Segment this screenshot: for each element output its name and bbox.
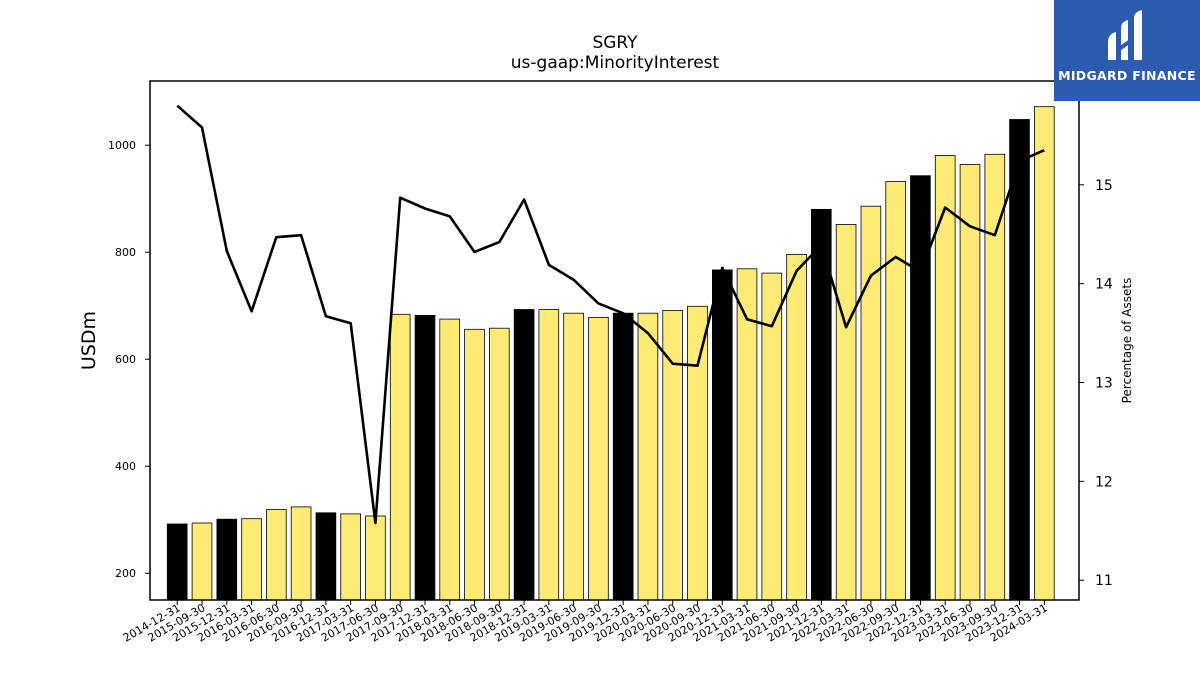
percentage-line [176, 104, 1045, 525]
bar [761, 272, 783, 601]
bar [513, 309, 535, 601]
y-tick-label: 600 [115, 353, 136, 366]
y-tick-label: 800 [115, 246, 136, 259]
bar [786, 253, 807, 601]
chart-title: SGRY [592, 33, 638, 53]
y-axis-label: USDm [78, 311, 100, 370]
y2-tick-label: 13 [1095, 376, 1113, 392]
bar [637, 312, 659, 601]
bar [464, 328, 485, 601]
bar [439, 318, 460, 601]
bar [588, 317, 609, 601]
bar [687, 305, 708, 601]
bar [216, 518, 238, 601]
bar [414, 314, 436, 601]
bar [712, 269, 733, 601]
bar [910, 175, 931, 601]
bar [389, 313, 411, 601]
bar [563, 312, 584, 601]
logo-icon [1108, 10, 1142, 60]
bar [885, 181, 906, 601]
y2-tick-label: 12 [1095, 474, 1113, 490]
midgard-finance-logo: MIDGARD FINANCE [1054, 0, 1200, 101]
bar [315, 512, 337, 601]
bar [241, 518, 262, 601]
bar [290, 506, 312, 601]
bar [1034, 106, 1055, 601]
y2-tick-label: 14 [1095, 277, 1113, 293]
bar [340, 513, 361, 601]
bar [191, 522, 213, 601]
bar [1009, 119, 1030, 601]
bar [835, 223, 857, 601]
y2-axis-label: Percentage of Assets [1120, 278, 1134, 404]
bar [488, 327, 510, 601]
bar [538, 309, 560, 601]
chart-subtitle: us-gaap:MinorityInterest [510, 53, 720, 73]
bar [612, 312, 634, 601]
bar [365, 515, 386, 601]
bar [984, 153, 1006, 601]
y-tick-label: 400 [115, 460, 136, 473]
bar [265, 509, 287, 601]
y2-tick-label: 15 [1095, 178, 1113, 194]
bar [860, 205, 882, 601]
y2-tick-label: 11 [1095, 573, 1113, 589]
bar [166, 523, 188, 601]
logo-text: MIDGARD FINANCE [1058, 68, 1196, 83]
plot-frame [149, 80, 1080, 601]
y-tick-label: 1000 [108, 139, 136, 152]
y-tick-label: 200 [115, 567, 136, 580]
